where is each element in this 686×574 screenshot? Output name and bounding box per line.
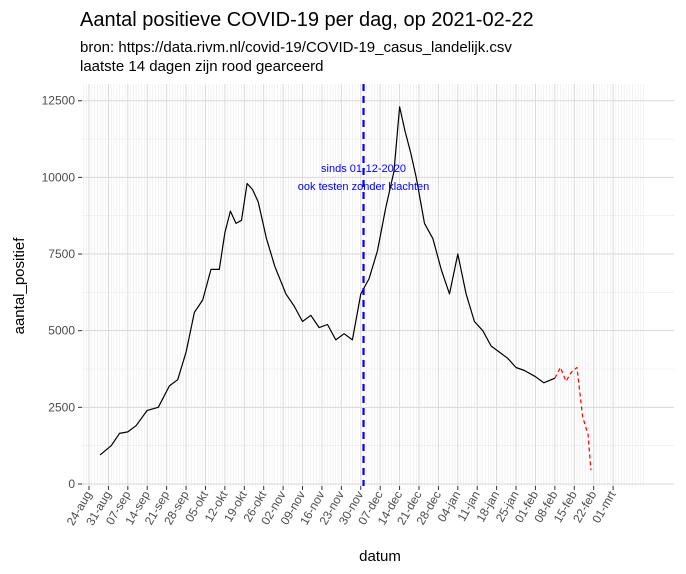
y-tick-label: 0: [68, 477, 75, 491]
annotation-line: sinds 01-12-2020: [321, 163, 406, 175]
chart-subtitle-note: laatste 14 dagen zijn rood gearceerd: [80, 58, 324, 75]
series-lines: [99, 106, 592, 471]
x-axis-label: datum: [359, 548, 401, 565]
y-tick-label: 10000: [42, 170, 76, 184]
series-line-1: [554, 366, 592, 471]
annotation-line: ook testen zonder klachten: [298, 181, 429, 193]
x-axis: 24-aug31-aug07-sep14-sep21-sep28-sep05-o…: [64, 486, 619, 528]
grid-lines: [82, 84, 674, 486]
chart-title: Aantal positieve COVID-19 per dag, op 20…: [80, 9, 534, 31]
y-tick-label: 2500: [48, 400, 75, 414]
chart-subtitle-source: bron: https://data.rivm.nl/covid-19/COVI…: [80, 39, 512, 56]
y-tick-label: 12500: [42, 94, 76, 108]
y-tick-label: 7500: [48, 247, 75, 261]
y-tick-label: 5000: [48, 324, 75, 338]
annotation: sinds 01-12-2020 ook testen zonder klacht…: [298, 163, 429, 193]
y-axis: 0 2500 5000 7500 10000 12500: [42, 94, 82, 491]
y-axis-label: aantal_positief: [11, 237, 28, 335]
